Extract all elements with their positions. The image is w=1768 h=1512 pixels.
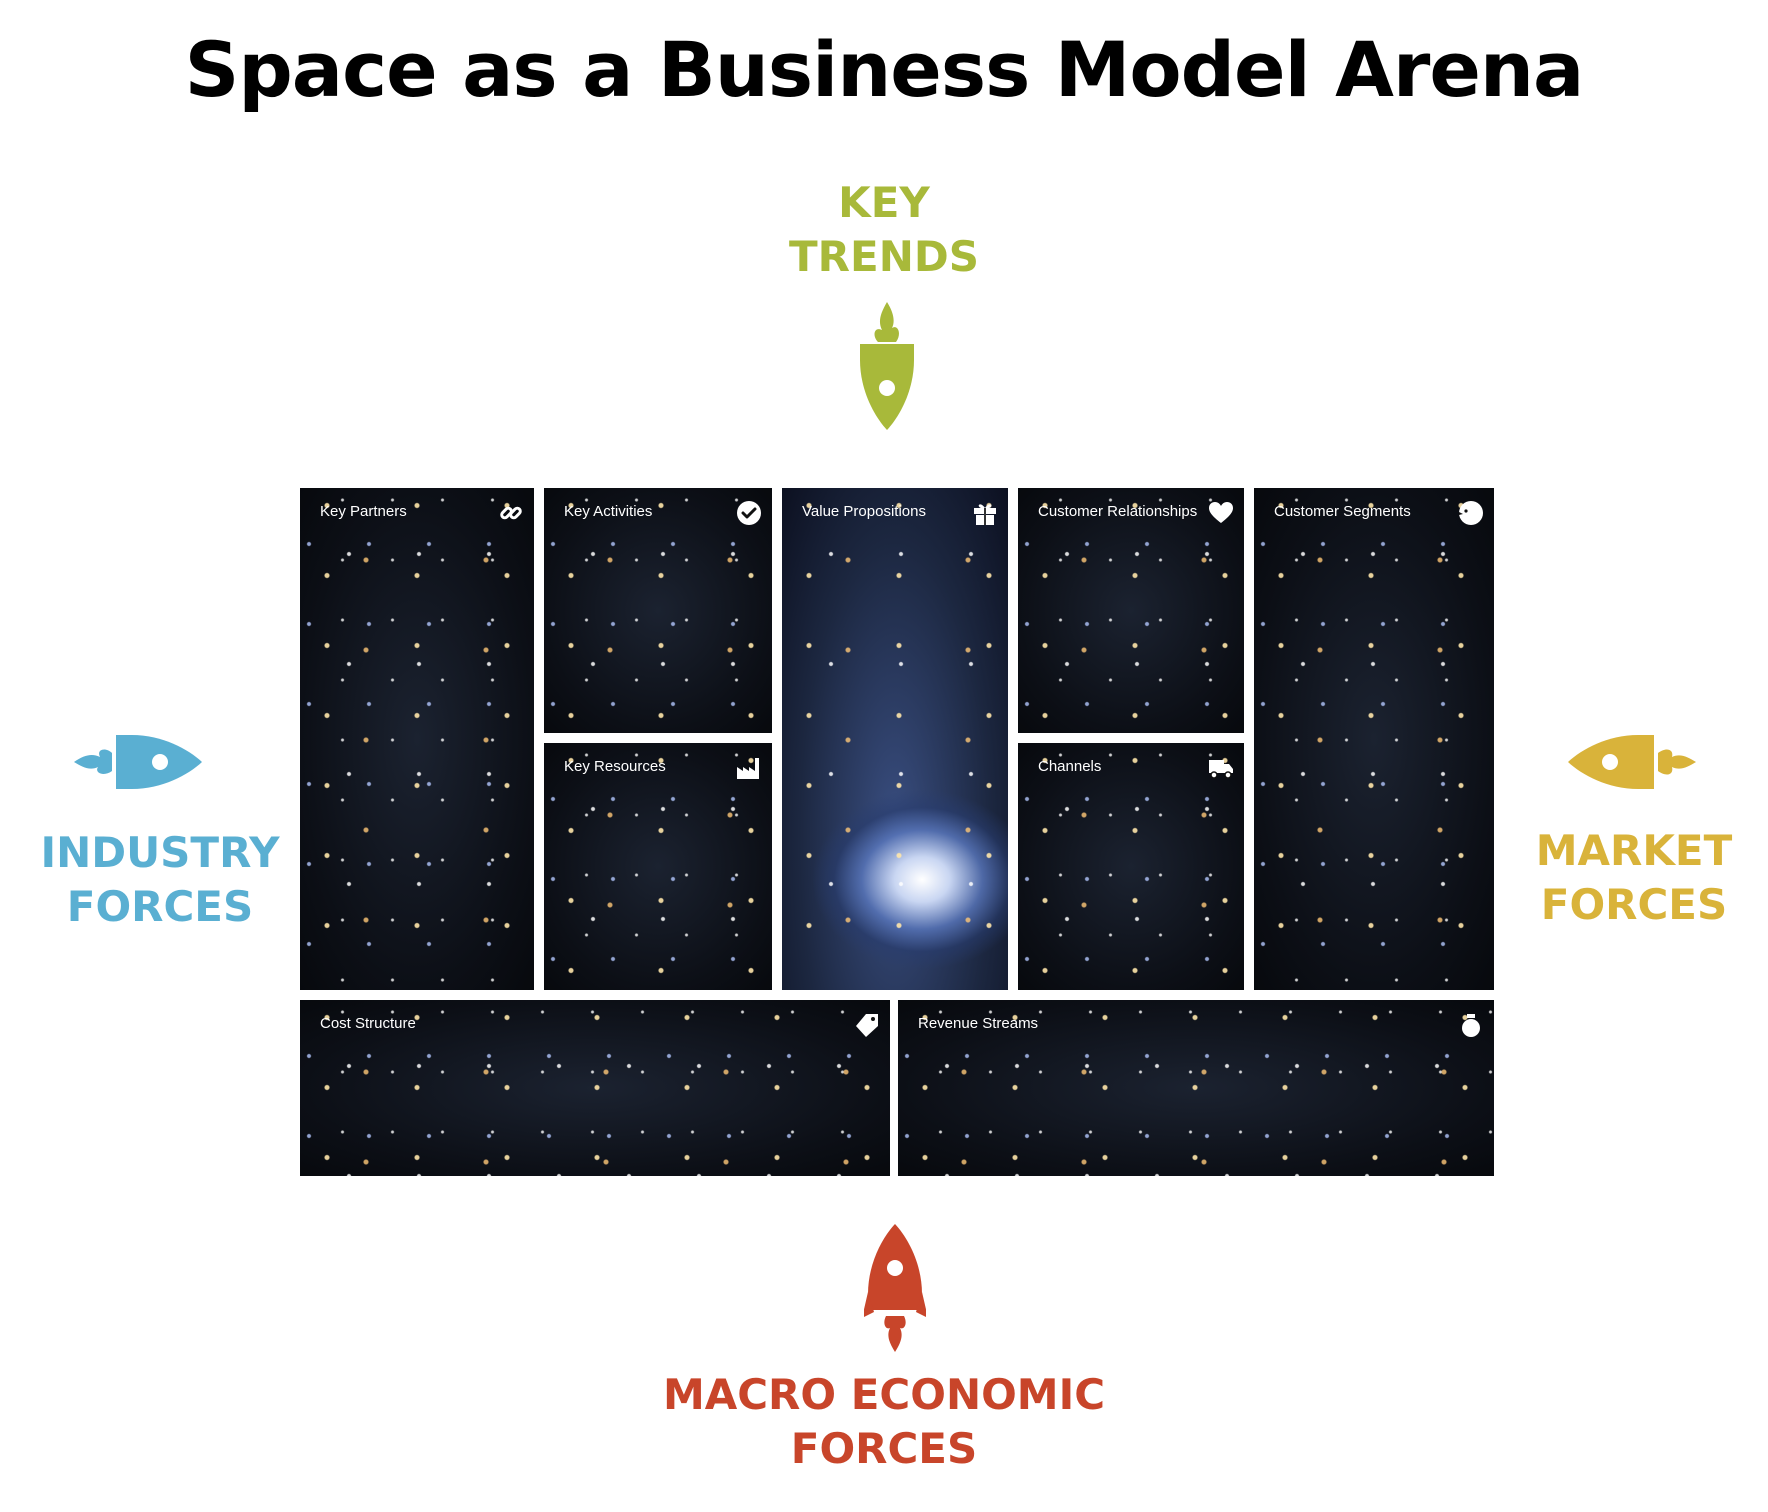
key-activities-label: Key Activities [564,503,653,520]
macro-economic-forces-label: MACRO ECONOMIC FORCES [584,1368,1184,1476]
block-value-propositions: Value Propositions [782,488,1008,990]
industry-forces-line2: FORCES [66,882,254,931]
block-customer-relationships: Customer Relationships [1018,488,1244,733]
macro-economic-forces-line1: MACRO ECONOMIC [662,1370,1106,1419]
truck-icon [1208,755,1234,781]
cost-structure-label: Cost Structure [320,1015,416,1032]
value-propositions-label: Value Propositions [802,503,926,520]
rocket-left-icon [1566,731,1698,793]
key-resources-label: Key Resources [564,758,666,775]
market-forces-line1: MARKET [1535,826,1733,875]
block-channels: Channels [1018,743,1244,990]
rocket-down-icon [856,300,918,432]
market-forces-label: MARKET FORCES [1500,824,1768,932]
revenue-streams-label: Revenue Streams [918,1015,1039,1032]
channels-label: Channels [1038,758,1102,775]
block-key-activities: Key Activities [544,488,772,733]
person-icon [1458,500,1484,526]
checkmark-icon [736,500,762,526]
block-key-partners: Key Partners [300,488,534,990]
block-cost-structure: Cost Structure [300,1000,890,1176]
macro-economic-forces-line2: FORCES [790,1424,978,1473]
page-title: Space as a Business Model Arena [184,25,1585,114]
key-trends-label: KEY TRENDS [684,176,1084,284]
block-revenue-streams: Revenue Streams [898,1000,1494,1176]
rocket-right-icon [72,731,204,793]
heart-icon [1208,500,1234,526]
key-trends-line1: KEY [838,178,930,227]
link-icon [498,500,524,526]
key-trends-line2: TRENDS [789,232,979,281]
business-model-canvas: Key Partners Key Activities Key Resource… [300,488,1494,1176]
customer-segments-label: Customer Segments [1274,503,1411,520]
customer-relationships-label: Customer Relationships [1038,503,1198,520]
gift-icon [972,500,998,526]
block-customer-segments: Customer Segments [1254,488,1494,990]
moneybag-icon [1458,1012,1484,1038]
factory-icon [736,755,762,781]
industry-forces-line1: INDUSTRY [40,828,280,877]
market-forces-line2: FORCES [1540,880,1728,929]
industry-forces-label: INDUSTRY FORCES [10,826,310,934]
block-key-resources: Key Resources [544,743,772,990]
key-partners-label: Key Partners [320,503,407,520]
tag-icon [854,1012,880,1038]
rocket-up-icon [864,1222,926,1354]
